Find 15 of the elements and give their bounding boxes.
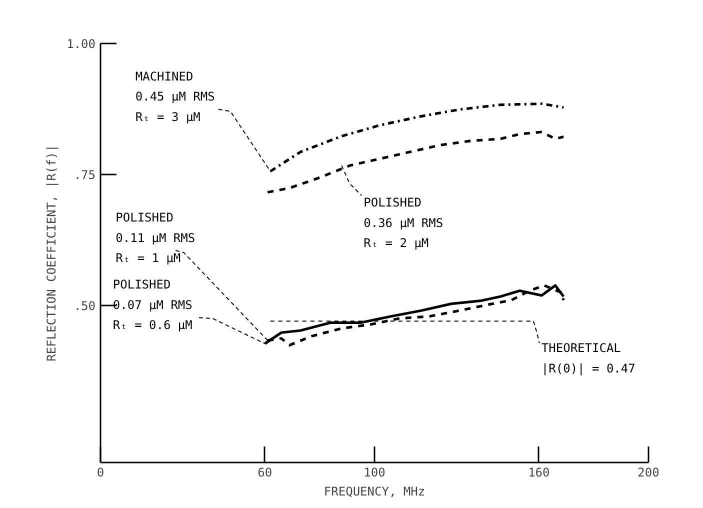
y-tick-label: 1.00: [66, 37, 96, 51]
x-tick-label: 60: [258, 466, 272, 480]
x-axis-title: FREQUENCY, MHz: [324, 484, 426, 498]
annotation: POLISHED 0.07 µM RMS Rₜ = 0.6 µM: [112, 278, 192, 332]
y-axis-title: REFLECTION COEFFICIENT, |R(f)|: [44, 144, 59, 362]
annotation: POLISHED 0.11 µM RMS Rₜ = 1 µM: [116, 210, 196, 266]
annotation: POLISHED 0.36 µM RMS Rₜ = 2 µM: [364, 196, 444, 250]
annotation: THEORETICAL |R(0)| = 0.47: [541, 341, 636, 376]
x-tick-label: 160: [528, 466, 550, 480]
x-tick-label: 100: [364, 466, 386, 480]
annotation: MACHINED 0.45 µM RMS Rₜ = 3 µM: [135, 69, 215, 124]
y-tick-label: .50: [74, 298, 96, 313]
x-tick-label: 200: [638, 466, 660, 480]
y-tick-label: .75: [74, 168, 96, 182]
x-tick-label: 0: [96, 466, 104, 480]
